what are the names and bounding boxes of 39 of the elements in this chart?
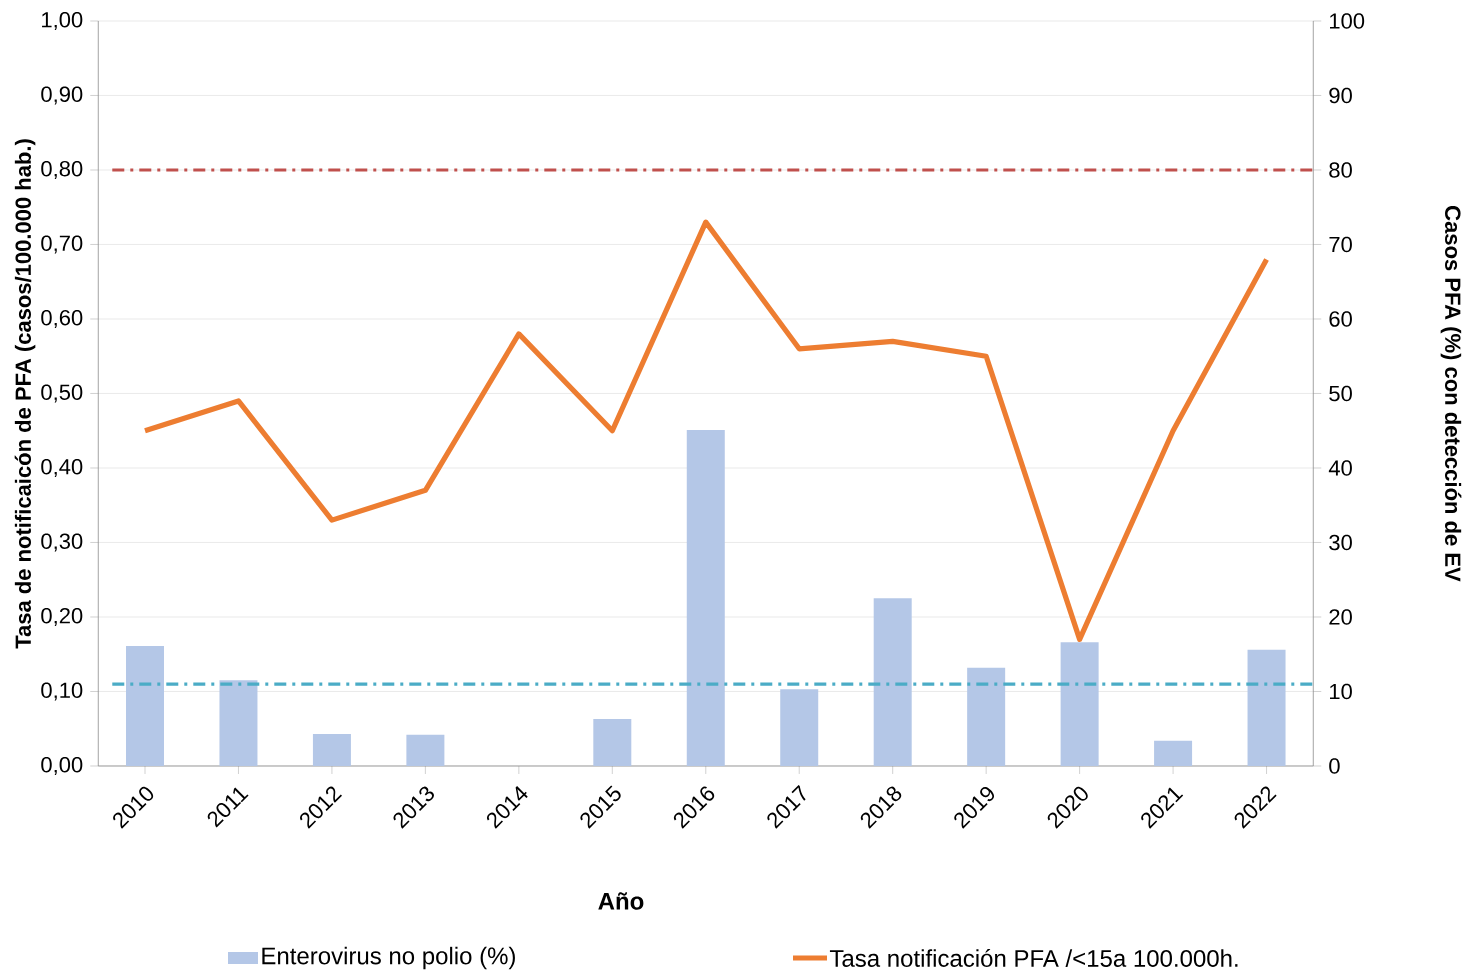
bar — [873, 598, 912, 766]
y2-tick-label: 100 — [1330, 13, 1365, 29]
y-tick-label: 0,90 — [41, 86, 83, 105]
bar — [686, 429, 725, 766]
legend-label: Enterovirus no polio (%) — [262, 946, 515, 970]
y-axis-title: Tasa de notificaicón de PFA (casos/100.000 hab.) — [14, 139, 36, 649]
y2-tick-label: 10 — [1330, 683, 1352, 700]
bar — [219, 680, 258, 766]
y-tick-label: 0,60 — [41, 309, 83, 329]
y-tick-label: 0,70 — [41, 235, 83, 254]
x-axis-title: Año — [598, 892, 644, 910]
y2-tick-label: 50 — [1329, 385, 1352, 402]
y-tick-label: 0,00 — [41, 756, 83, 776]
bar — [1247, 649, 1286, 766]
bar — [312, 733, 351, 766]
y2-tick-label: 70 — [1329, 236, 1352, 253]
y-tick-label: 0,40 — [41, 458, 83, 478]
y-tick-label: 1,00 — [42, 11, 83, 31]
legend-label: Tasa notificación PFA /<15a 100.000h. — [829, 949, 1238, 967]
bar — [1154, 740, 1193, 766]
bar — [406, 734, 445, 766]
bar — [126, 646, 165, 766]
bar — [780, 689, 819, 766]
y-tick-label: 0,80 — [41, 160, 83, 180]
y2-axis-title: Casos PFA (%) con detección de EV — [1440, 206, 1462, 582]
y2-tick-label: 0 — [1329, 758, 1340, 774]
y-tick-label: 0,10 — [41, 682, 83, 701]
y-tick-label: 0,30 — [41, 533, 83, 552]
y2-tick-label: 80 — [1329, 162, 1352, 178]
y2-tick-label: 30 — [1329, 534, 1352, 551]
bar — [593, 719, 632, 766]
y-tick-label: 0,50 — [41, 384, 83, 403]
bar — [967, 667, 1006, 766]
y2-tick-label: 60 — [1329, 311, 1352, 327]
y2-tick-label: 40 — [1328, 460, 1352, 476]
bar — [1060, 642, 1099, 766]
y2-tick-label: 20 — [1329, 609, 1352, 625]
y2-tick-label: 90 — [1329, 87, 1352, 104]
y-tick-label: 0,20 — [41, 607, 83, 627]
